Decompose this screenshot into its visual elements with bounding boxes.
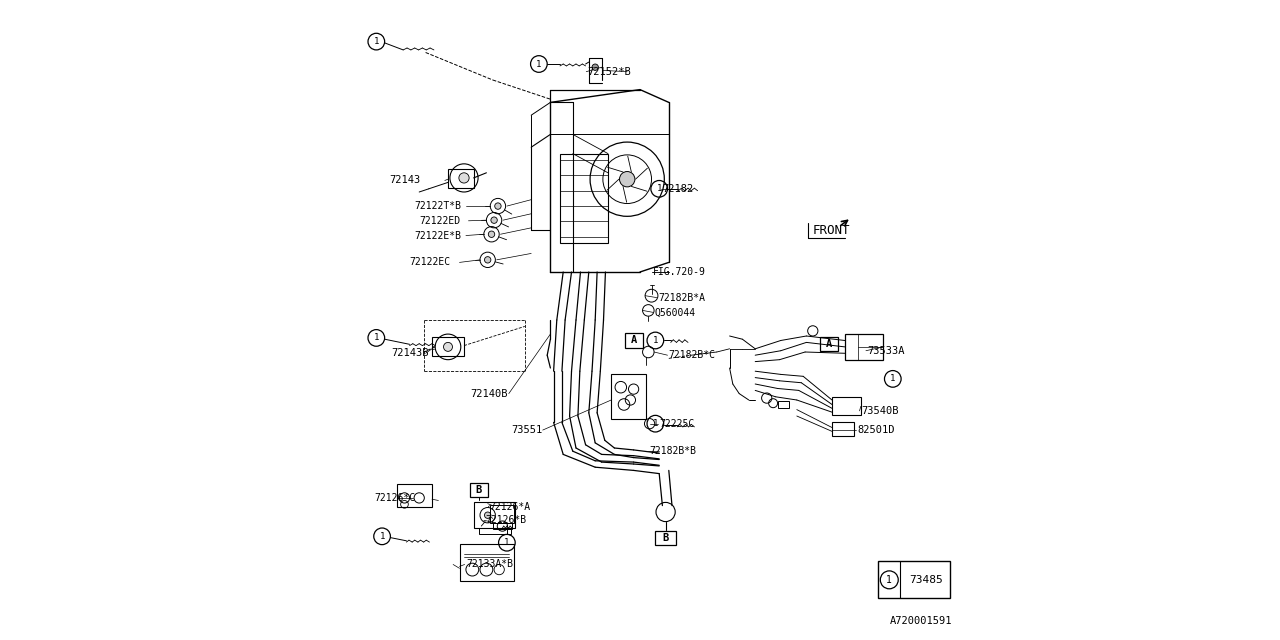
Text: 72126*B: 72126*B	[485, 515, 526, 525]
Text: A: A	[631, 335, 636, 346]
Text: 72143B: 72143B	[392, 348, 429, 358]
Text: 1: 1	[890, 374, 896, 383]
Bar	[625, 333, 643, 348]
Text: 72143: 72143	[389, 175, 420, 186]
Text: 72182B*B: 72182B*B	[650, 446, 696, 456]
Bar	[832, 397, 861, 415]
Text: 72122T*B: 72122T*B	[415, 201, 462, 211]
Circle shape	[485, 512, 492, 518]
Text: A720001591: A720001591	[890, 616, 952, 626]
Bar	[561, 154, 608, 243]
Text: 72182B*A: 72182B*A	[658, 292, 705, 303]
Text: B: B	[476, 484, 481, 495]
Circle shape	[620, 172, 635, 187]
Bar	[777, 401, 788, 408]
Text: 73540B: 73540B	[860, 406, 899, 416]
Text: 73485: 73485	[909, 575, 943, 585]
Circle shape	[495, 203, 502, 209]
Text: 1: 1	[504, 538, 509, 547]
Circle shape	[591, 64, 599, 70]
Bar	[655, 531, 676, 545]
Bar	[460, 544, 513, 581]
Text: B: B	[663, 532, 668, 543]
Bar	[490, 505, 513, 523]
Text: 72225C: 72225C	[659, 419, 695, 429]
Text: FIG.720-9: FIG.720-9	[653, 267, 705, 277]
Bar	[433, 337, 465, 356]
Text: FRONT: FRONT	[813, 224, 850, 237]
Bar	[470, 483, 488, 497]
Bar	[820, 337, 838, 351]
Text: 1: 1	[657, 184, 662, 193]
Bar	[612, 374, 646, 419]
Text: 1: 1	[886, 575, 892, 585]
Circle shape	[460, 173, 470, 183]
Text: 82501D: 82501D	[858, 425, 895, 435]
Text: 1: 1	[653, 419, 658, 428]
Text: 72122E*B: 72122E*B	[415, 230, 462, 241]
Bar	[845, 334, 883, 360]
Bar	[493, 523, 512, 529]
Bar	[878, 561, 950, 598]
Text: Q560044: Q560044	[654, 307, 695, 317]
Text: 72126*A: 72126*A	[490, 502, 531, 512]
Text: 72122EC: 72122EC	[410, 257, 451, 268]
Circle shape	[489, 231, 495, 237]
Text: 72152*B: 72152*B	[588, 67, 631, 77]
Bar	[448, 169, 474, 188]
Text: 72182B*C: 72182B*C	[668, 350, 716, 360]
Text: 1: 1	[374, 333, 379, 342]
Circle shape	[485, 257, 492, 263]
Circle shape	[444, 342, 453, 351]
Bar	[479, 528, 511, 534]
Text: 1: 1	[374, 37, 379, 46]
Text: 1: 1	[653, 336, 658, 345]
Bar	[474, 502, 516, 528]
Text: 72133A*B: 72133A*B	[466, 559, 513, 570]
Bar	[832, 422, 855, 436]
Text: 1: 1	[536, 60, 541, 68]
Text: A: A	[826, 339, 832, 349]
Bar	[397, 484, 433, 507]
Text: 72126*C: 72126*C	[374, 493, 416, 503]
Text: 73551: 73551	[512, 425, 543, 435]
Text: 72140B: 72140B	[471, 388, 508, 399]
Circle shape	[492, 217, 498, 223]
Text: 72122ED: 72122ED	[420, 216, 461, 226]
Text: 1: 1	[379, 532, 385, 541]
Text: 73533A: 73533A	[868, 346, 905, 356]
Text: 72182: 72182	[663, 184, 694, 194]
